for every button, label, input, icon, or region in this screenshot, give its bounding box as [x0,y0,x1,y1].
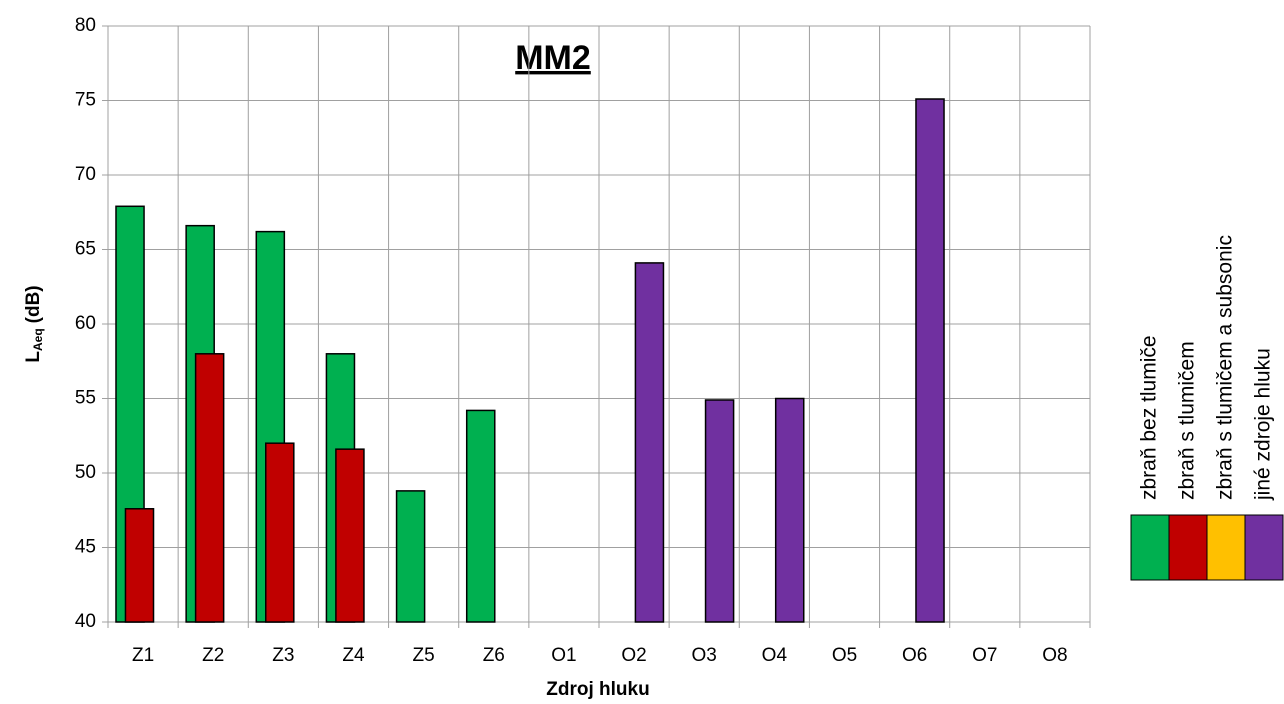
x-tick-label: O1 [551,645,576,666]
y-title-sub: Aeq [31,328,45,351]
y-title-main: L [23,351,44,363]
x-tick-label: O7 [972,645,997,666]
y-axis-title: LAeq (dB) [23,285,45,362]
y-tick-label: 65 [75,239,96,260]
x-tick-label: Z5 [413,645,435,666]
bar [265,442,295,623]
bar [634,262,665,623]
x-axis-title: Zdroj hluku [546,679,649,700]
y-tick-label: 70 [75,164,96,185]
x-tick-label: O3 [692,645,717,666]
x-tick-label: Z2 [202,645,224,666]
y-tick-label: 75 [75,90,96,111]
x-tick-label: O5 [832,645,857,666]
bar [335,448,365,623]
y-title-unit: (dB) [23,285,44,323]
bar [194,353,225,623]
y-tick-label: 50 [75,462,96,483]
x-tick-label: O2 [621,645,646,666]
legend-swatch [1206,514,1246,581]
bar [124,508,155,623]
legend-label: zbraň s tlumičem a subsonic [1214,235,1237,500]
x-tick-label: Z3 [272,645,294,666]
legend-swatch [1244,514,1284,581]
bar [704,399,735,623]
bar [395,490,426,623]
y-tick-label: 60 [75,313,96,334]
x-tick-label: Z4 [342,645,365,666]
x-tick-label: O4 [762,645,788,666]
bar [465,409,496,623]
y-tick-label: 55 [75,388,96,409]
x-tick-label: Z6 [483,645,505,666]
legend-label: zbraň s tlumičem [1176,341,1199,500]
y-tick-label: 40 [75,611,96,632]
chart-title: MM2 [515,39,591,77]
x-tick-label: O8 [1042,645,1067,666]
y-tick-label: 80 [75,15,96,36]
legend-label: zbraň bez tlumiče [1138,335,1161,500]
legend-swatch [1168,514,1208,581]
legend-swatch [1130,514,1170,581]
bar [915,98,945,623]
x-tick-label: O6 [902,645,927,666]
x-tick-label: Z1 [132,645,154,666]
y-tick-label: 45 [75,537,96,558]
legend-label: jiné zdroje hluku [1252,348,1275,501]
bar [774,397,805,623]
